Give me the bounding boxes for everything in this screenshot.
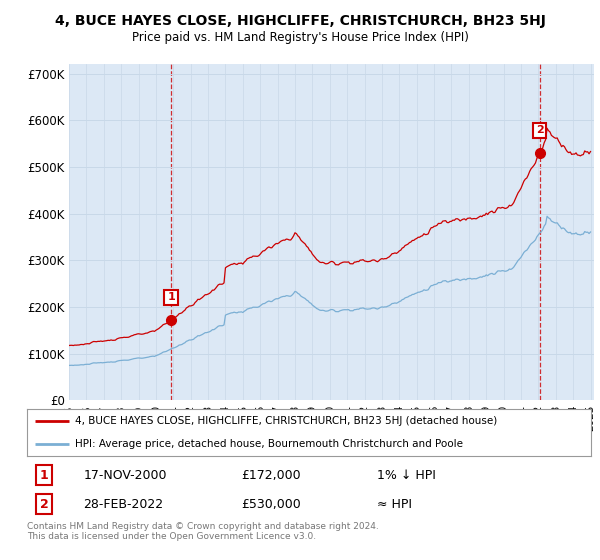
Text: 4, BUCE HAYES CLOSE, HIGHCLIFFE, CHRISTCHURCH, BH23 5HJ (detached house): 4, BUCE HAYES CLOSE, HIGHCLIFFE, CHRISTC… xyxy=(75,416,497,426)
Text: Contains HM Land Registry data © Crown copyright and database right 2024.
This d: Contains HM Land Registry data © Crown c… xyxy=(27,522,379,542)
Text: 2: 2 xyxy=(40,498,48,511)
Text: £530,000: £530,000 xyxy=(241,498,301,511)
Text: 1% ↓ HPI: 1% ↓ HPI xyxy=(377,469,436,482)
Text: HPI: Average price, detached house, Bournemouth Christchurch and Poole: HPI: Average price, detached house, Bour… xyxy=(75,439,463,449)
Text: 17-NOV-2000: 17-NOV-2000 xyxy=(83,469,167,482)
Text: ≈ HPI: ≈ HPI xyxy=(377,498,412,511)
Text: 1: 1 xyxy=(40,469,48,482)
Text: Price paid vs. HM Land Registry's House Price Index (HPI): Price paid vs. HM Land Registry's House … xyxy=(131,31,469,44)
Text: 1: 1 xyxy=(167,292,175,302)
Text: 2: 2 xyxy=(536,125,544,136)
Text: 28-FEB-2022: 28-FEB-2022 xyxy=(83,498,164,511)
Text: 4, BUCE HAYES CLOSE, HIGHCLIFFE, CHRISTCHURCH, BH23 5HJ: 4, BUCE HAYES CLOSE, HIGHCLIFFE, CHRISTC… xyxy=(55,14,545,28)
Text: £172,000: £172,000 xyxy=(241,469,301,482)
